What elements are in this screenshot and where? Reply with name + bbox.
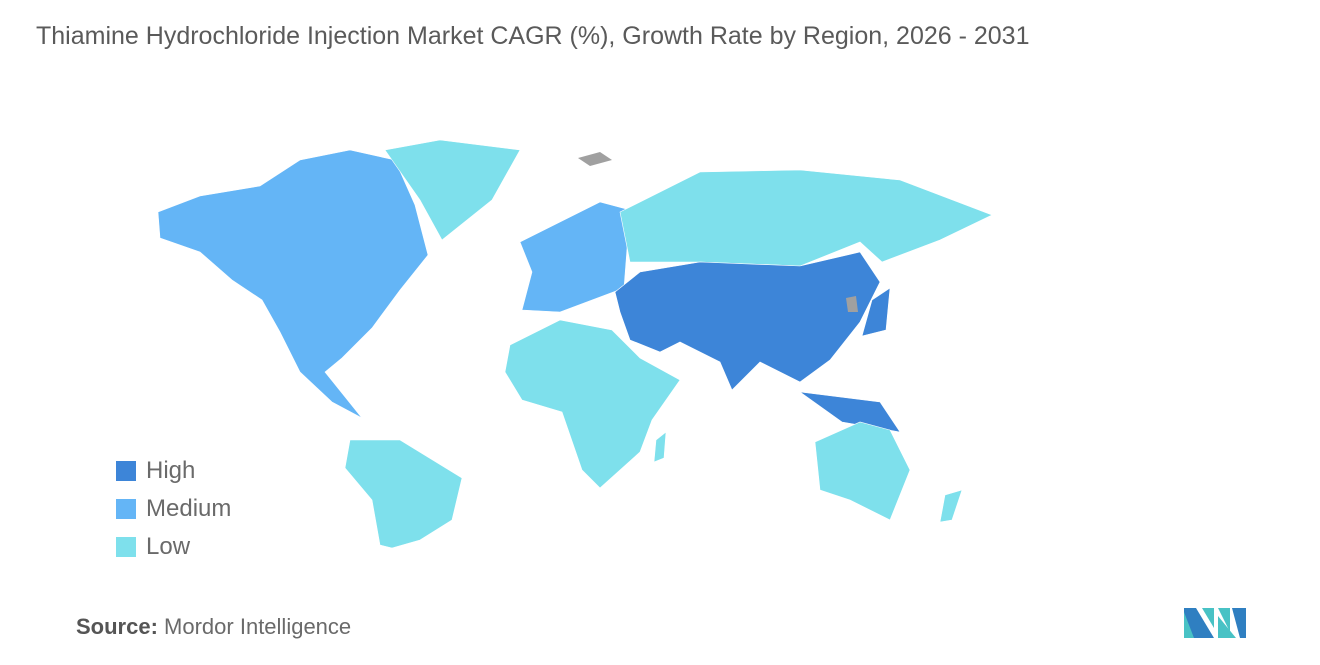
- region-north-america: [157, 149, 429, 419]
- region-southeast-asia-islands: [799, 391, 901, 433]
- region-korea-no-data: [846, 296, 858, 312]
- legend-label: High: [146, 457, 196, 484]
- map-title: Thiamine Hydrochloride Injection Market …: [36, 22, 1030, 50]
- region-europe: [519, 201, 631, 313]
- region-japan: [861, 287, 891, 337]
- source-value: Mordor Intelligence: [164, 614, 352, 639]
- region-south-america: [344, 439, 463, 549]
- legend-swatch-high: [116, 461, 136, 481]
- legend-item-medium: Medium: [116, 490, 231, 528]
- legend-item-high: High: [116, 452, 231, 490]
- legend-item-low: Low: [116, 528, 231, 566]
- legend-label: Low: [146, 533, 191, 560]
- region-africa: [504, 319, 681, 489]
- legend: High Medium Low: [116, 452, 231, 566]
- region-russia: [619, 169, 993, 267]
- legend-label: Medium: [146, 495, 232, 522]
- legend-swatch-low: [116, 537, 136, 557]
- legend-swatch-medium: [116, 499, 136, 519]
- region-greenland: [384, 139, 521, 241]
- region-new-zealand: [939, 489, 963, 523]
- region-madagascar: [653, 431, 667, 463]
- region-svalbard-no-data: [578, 152, 612, 166]
- region-asia-middle-east: [614, 251, 881, 391]
- source-line: Source: Mordor Intelligence: [76, 614, 351, 640]
- mordor-logo: [1184, 608, 1246, 638]
- source-label: Source:: [76, 614, 158, 639]
- region-australia: [814, 421, 911, 521]
